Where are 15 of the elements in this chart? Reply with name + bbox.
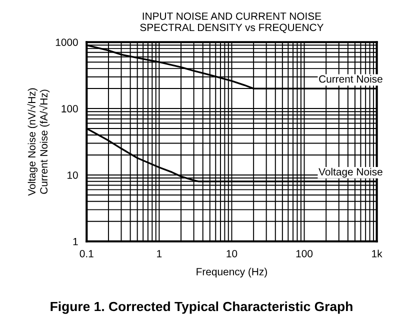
- x-tick-label: 0.1: [80, 250, 94, 258]
- caption: Figure 1. Corrected Typical Characteristic Graph: [50, 301, 352, 314]
- y-tick-label: 100: [62, 105, 78, 112]
- series-label: Voltage Noise: [318, 168, 382, 178]
- chart-title: INPUT NOISE AND CURRENT NOISE SPECTRAL DENSITY vs FREQUENCY: [140, 12, 324, 33]
- y-tick-label: 1000: [56, 38, 78, 46]
- series-label: Current Noise: [319, 75, 382, 83]
- y-tick-label: 10: [68, 171, 78, 179]
- x-axis-title: Frequency (Hz): [196, 268, 267, 278]
- x-tick-label: 10: [226, 250, 238, 258]
- y-tick-label: 1: [73, 238, 78, 246]
- x-tick-label: 1k: [372, 250, 382, 258]
- x-tick-label: 1: [157, 250, 162, 258]
- x-tick-label: 100: [296, 250, 313, 258]
- y-axis-title: Voltage Noise (nV/√Hz) Current Noise (fA/√Hz): [27, 88, 50, 196]
